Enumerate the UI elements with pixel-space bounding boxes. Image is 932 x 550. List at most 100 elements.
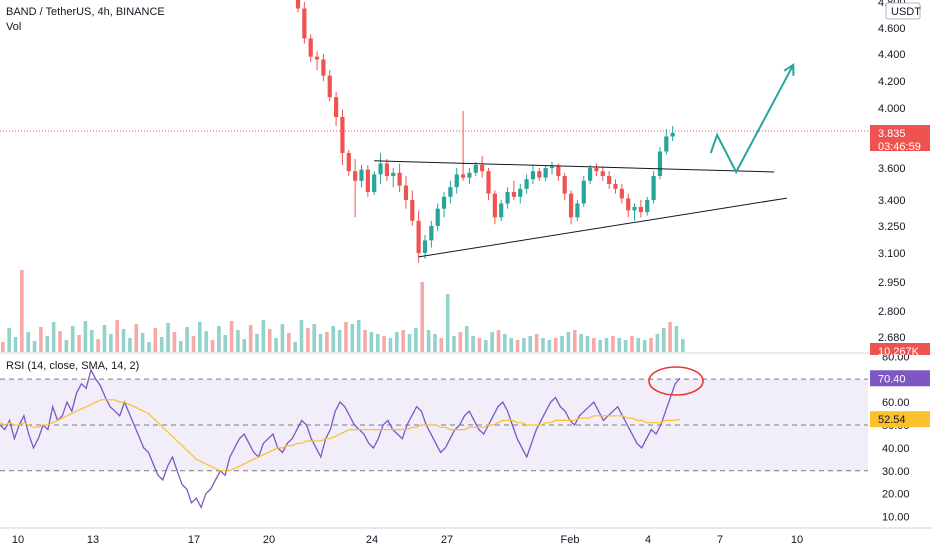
candle-body	[530, 171, 536, 180]
volume-bar	[655, 334, 660, 352]
volume-pane	[1, 270, 685, 352]
time-tick-label: 27	[441, 534, 453, 546]
price-axis[interactable]: 4.8004.6004.4004.2004.0003.6003.4003.250…	[868, 0, 932, 352]
time-axis[interactable]: 10 13 17 20 24 27 Feb 4 7 10	[0, 527, 932, 546]
volume-bar	[566, 332, 571, 352]
candle	[365, 165, 370, 197]
candle-body	[670, 132, 675, 137]
candle-body	[359, 169, 364, 181]
volume-bar	[375, 334, 380, 352]
volume-bar	[109, 334, 113, 352]
volume-bar	[318, 334, 323, 352]
upper-trendline[interactable]	[374, 160, 775, 173]
candle	[314, 51, 320, 71]
candle	[473, 162, 478, 176]
volume-bar	[70, 326, 75, 352]
candle-body	[334, 97, 339, 117]
volume-bar	[280, 324, 285, 352]
rsi-pane[interactable]	[0, 366, 868, 510]
volume-bar	[166, 323, 170, 352]
candle-body	[499, 203, 504, 218]
volume-bar	[293, 342, 297, 352]
rsi-tick-label: 10.00	[882, 512, 910, 524]
candle	[422, 235, 428, 259]
volume-bar	[477, 338, 482, 352]
candle	[353, 159, 358, 218]
volume-bar	[267, 329, 272, 352]
candle-body	[657, 151, 663, 176]
volume-bar	[306, 328, 310, 352]
volume-bar	[51, 322, 56, 352]
time-tick-label: 10	[12, 534, 24, 546]
candle-body	[365, 169, 370, 192]
price-tick-label: 3.100	[878, 248, 906, 260]
candle-body	[588, 168, 593, 181]
volume-bar	[147, 342, 151, 352]
volume-bar	[7, 328, 11, 352]
candle	[492, 190, 497, 225]
volume-badge: 10.267K	[870, 343, 930, 358]
volume-bar	[496, 330, 501, 352]
candle	[499, 200, 504, 221]
currency-box[interactable]	[885, 2, 921, 20]
candle	[537, 168, 542, 181]
candle-body	[302, 8, 307, 39]
volume-bar	[58, 331, 62, 352]
candle-body	[600, 171, 605, 176]
volume-bar	[198, 322, 202, 352]
price-badge-text: 3.835	[878, 128, 906, 140]
candle-body	[441, 196, 447, 209]
volume-bar	[630, 336, 634, 352]
volume-badge-bg	[870, 343, 930, 355]
volume-bar	[407, 334, 412, 352]
rsi-title: RSI (14, close, SMA, 14, 2)	[6, 360, 140, 372]
candle	[340, 109, 345, 165]
volume-bar	[325, 332, 329, 352]
candle-body	[613, 184, 618, 189]
lower-trendline[interactable]	[418, 197, 788, 258]
candle-body	[403, 185, 409, 200]
candle-body	[397, 172, 402, 186]
candle-body	[378, 163, 383, 175]
volume-bar	[369, 332, 374, 352]
price-tick-label: 4.000	[878, 103, 906, 115]
volume-bar	[83, 321, 88, 352]
volume-bar	[286, 333, 291, 352]
volume-bar	[140, 333, 145, 352]
volume-bar	[217, 326, 221, 352]
candle-body	[461, 174, 466, 178]
volume-label: Vol	[6, 21, 22, 33]
volume-bar	[433, 334, 437, 352]
volume-bar	[611, 336, 615, 352]
volume-bar	[128, 338, 132, 352]
rsi-tick-label: 20.00	[882, 489, 910, 501]
volume-bar	[420, 282, 425, 352]
volume-bar	[604, 338, 609, 352]
volume-bar	[579, 334, 583, 352]
volume-bar	[592, 338, 596, 352]
time-tick-label: 4	[645, 534, 651, 546]
volume-bar	[153, 328, 158, 352]
volume-bar	[299, 320, 304, 352]
price-pane[interactable]	[0, 0, 932, 354]
candle	[308, 34, 313, 63]
volume-bar	[191, 336, 196, 352]
volume-bar	[1, 342, 5, 352]
candle	[435, 203, 440, 232]
volume-bar	[248, 325, 253, 352]
candle	[359, 165, 364, 188]
candle	[600, 166, 605, 181]
currency-selector[interactable]: USDT	[885, 2, 921, 20]
projection-path[interactable]	[709, 64, 795, 175]
candle	[664, 129, 669, 155]
candle	[588, 165, 593, 184]
rsi-sma-badge-text: 52.54	[878, 414, 906, 426]
candle-body	[454, 174, 459, 188]
volume-bar	[210, 340, 215, 352]
candle	[657, 147, 663, 180]
candle	[378, 153, 383, 184]
candle-body	[505, 192, 510, 204]
candle	[518, 184, 523, 204]
candle-body	[632, 206, 637, 211]
